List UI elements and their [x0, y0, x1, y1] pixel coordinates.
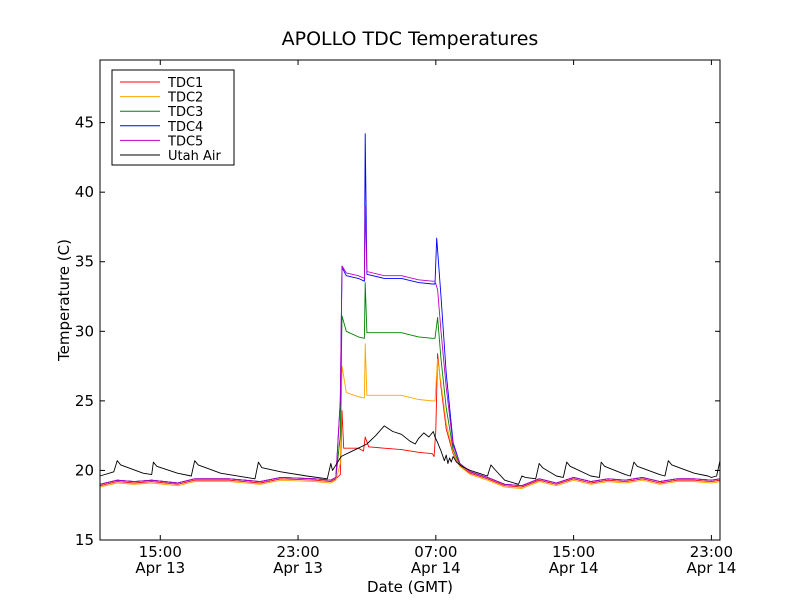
- x-tick-time-label: 23:00: [690, 543, 733, 561]
- legend-label: TDC4: [167, 120, 203, 135]
- y-tick-label: 30: [75, 322, 94, 340]
- legend-label: TDC3: [167, 105, 203, 120]
- y-tick-label: 25: [75, 392, 94, 410]
- chart-title: APOLLO TDC Temperatures: [282, 28, 539, 50]
- series-layer: [99, 133, 721, 489]
- y-axis-ticks: 15 20 25 30 35 40 45: [75, 114, 720, 549]
- x-tick-date-label: Apr 14: [411, 559, 461, 577]
- x-tick-time-label: 15:00: [552, 543, 595, 561]
- y-tick-label: 35: [75, 253, 94, 271]
- x-tick-date-label: Apr 14: [549, 559, 599, 577]
- x-tick-date-label: Apr 13: [273, 559, 323, 577]
- y-tick-label: 15: [75, 531, 94, 549]
- x-tick-date-label: Apr 13: [135, 559, 185, 577]
- legend-label: TDC1: [167, 76, 203, 91]
- series-line-tdc5: [99, 205, 721, 487]
- legend-label: Utah Air: [168, 149, 221, 164]
- legend-box: [111, 69, 235, 166]
- legend-label: TDC5: [167, 134, 203, 149]
- y-tick-label: 45: [75, 114, 94, 132]
- legend-label: TDC2: [167, 91, 203, 106]
- x-tick-time-label: 15:00: [139, 543, 182, 561]
- x-axis-title: Date (GMT): [367, 578, 453, 596]
- y-tick-label: 40: [75, 183, 94, 201]
- axes-frame: [99, 59, 721, 541]
- y-axis-title: Temperature (C): [55, 239, 73, 362]
- x-tick-time-label: 23:00: [276, 543, 319, 561]
- x-tick-date-label: Apr 14: [686, 559, 736, 577]
- series-line-utah-air: [99, 425, 721, 485]
- series-line-tdc1: [99, 353, 721, 488]
- y-tick-label: 20: [75, 461, 94, 479]
- series-line-tdc2: [99, 343, 721, 489]
- x-tick-time-label: 07:00: [414, 543, 457, 561]
